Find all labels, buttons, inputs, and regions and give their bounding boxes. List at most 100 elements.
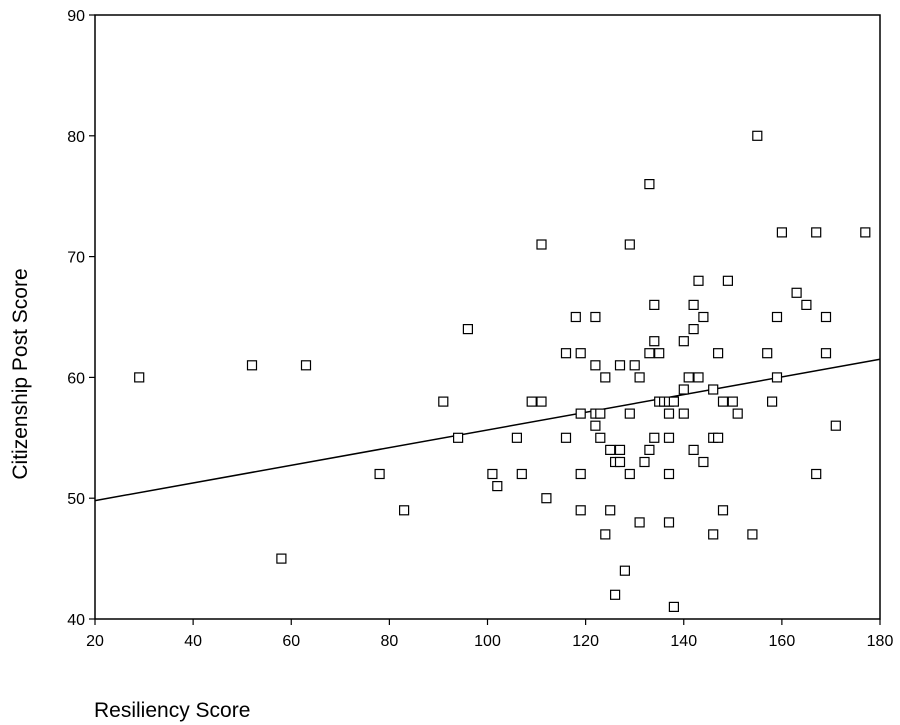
data-point	[492, 481, 503, 492]
data-point	[629, 360, 640, 371]
data-point	[560, 432, 572, 443]
x-tick-label: 40	[184, 633, 202, 650]
data-point	[575, 348, 586, 359]
data-point	[708, 384, 719, 395]
y-axis-ticks: 40 50 60 70 80 90	[67, 8, 95, 629]
data-point	[688, 324, 699, 335]
data-point	[678, 384, 689, 395]
plot-frame	[94, 14, 881, 620]
data-point	[487, 468, 498, 480]
fit-line-group	[94, 358, 881, 502]
data-point	[624, 468, 635, 480]
data-point	[722, 275, 734, 286]
data-point	[678, 336, 689, 347]
data-point	[708, 529, 719, 540]
data-point	[300, 360, 312, 371]
x-tick-label: 140	[670, 633, 697, 650]
data-point	[668, 601, 680, 613]
y-tick-label: 70	[67, 250, 85, 267]
x-tick-label: 160	[769, 633, 796, 650]
data-point	[634, 372, 645, 383]
data-point	[663, 432, 675, 443]
data-point	[683, 372, 694, 383]
data-point	[791, 287, 802, 298]
data-point	[663, 468, 675, 480]
data-point	[624, 408, 635, 419]
data-point	[649, 432, 660, 443]
y-tick-label: 80	[67, 129, 85, 146]
data-point	[712, 348, 724, 359]
data-point	[462, 324, 473, 335]
data-point	[820, 311, 832, 323]
data-point	[688, 444, 699, 455]
data-point	[649, 299, 660, 310]
data-point	[766, 396, 778, 407]
y-axis-title: Citizenship Post Score	[9, 268, 32, 479]
x-tick-label: 80	[380, 633, 398, 650]
x-tick-label: 60	[282, 633, 300, 650]
data-point	[595, 408, 606, 419]
x-axis-title: Resiliency Score	[94, 699, 250, 722]
y-tick-label: 50	[67, 491, 85, 508]
data-point	[536, 239, 547, 250]
data-point	[438, 396, 449, 407]
data-point	[663, 408, 675, 419]
data-point	[717, 396, 729, 407]
x-axis-ticks: 20 40 60 80 100 120 140 160 180	[86, 619, 893, 650]
data-point	[811, 227, 822, 238]
data-point	[614, 456, 626, 468]
plot-area	[94, 14, 881, 620]
data-point	[688, 299, 699, 310]
data-point	[619, 565, 631, 576]
data-point	[575, 408, 586, 419]
data-point	[134, 372, 145, 383]
data-point	[747, 529, 758, 540]
data-point	[698, 311, 709, 323]
regression-line	[94, 358, 881, 502]
data-point	[511, 432, 523, 443]
data-point	[801, 299, 812, 310]
y-tick-label: 60	[67, 370, 85, 387]
data-point	[678, 408, 689, 419]
data-point	[276, 553, 287, 564]
data-point	[649, 336, 660, 347]
data-point	[609, 589, 621, 600]
data-point	[771, 372, 783, 383]
data-point	[860, 227, 871, 238]
y-tick-label: 90	[67, 8, 85, 25]
data-point	[536, 396, 547, 407]
data-point	[644, 348, 655, 359]
data-point	[246, 360, 258, 371]
data-point	[654, 348, 665, 359]
x-tick-label: 120	[572, 633, 599, 650]
data-point	[732, 408, 743, 419]
data-point	[624, 239, 635, 250]
data-point	[541, 493, 552, 504]
data-point	[516, 468, 527, 480]
data-point	[752, 130, 763, 141]
data-point	[693, 372, 704, 383]
data-point	[820, 348, 832, 359]
data-point	[374, 468, 385, 480]
x-tick-label: 100	[474, 633, 501, 650]
data-point	[575, 468, 586, 480]
data-point	[830, 420, 841, 431]
data-point	[526, 396, 537, 407]
data-point	[590, 311, 601, 323]
data-point	[644, 179, 655, 190]
data-point	[605, 505, 616, 516]
data-point	[771, 311, 783, 323]
data-point	[600, 372, 611, 383]
data-point	[600, 529, 611, 540]
data-point	[399, 505, 410, 516]
data-point	[663, 517, 675, 528]
y-tick-label: 40	[67, 612, 85, 629]
data-point	[668, 396, 680, 407]
data-point	[644, 444, 655, 455]
data-point	[595, 432, 606, 443]
data-point	[575, 505, 586, 516]
data-point	[776, 227, 788, 238]
data-point	[762, 348, 773, 359]
data-point	[453, 432, 464, 443]
